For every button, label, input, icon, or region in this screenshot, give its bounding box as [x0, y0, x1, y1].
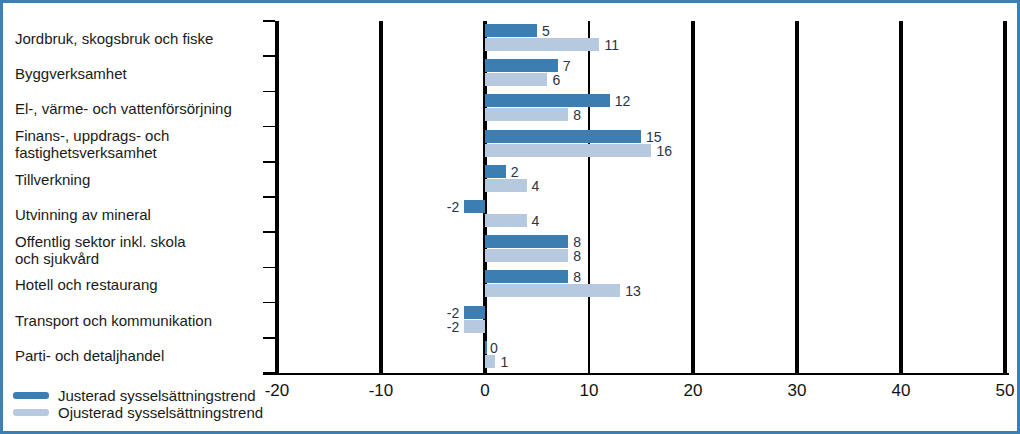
category-label: Parti- och detaljhandel — [15, 338, 260, 373]
legend-item-ojusterad: Ojusterad sysselsättningstrend — [13, 404, 263, 421]
axis-tick — [263, 161, 275, 163]
bar — [464, 306, 485, 319]
bar — [485, 108, 568, 121]
bar-value-label: 2 — [511, 165, 519, 179]
bar-value-label: 12 — [615, 94, 631, 108]
category-label: Finans-, uppdrags- ochfastighetsverksamh… — [15, 127, 260, 162]
bar-value-label: -2 — [414, 306, 459, 320]
x-axis-tick-label: -10 — [351, 381, 411, 401]
bar — [485, 179, 527, 192]
bar — [485, 355, 495, 368]
legend-item-justerad: Justerad sysselsättningstrend — [13, 387, 263, 404]
bar — [485, 24, 537, 37]
bar — [485, 94, 610, 107]
bar-value-label: 8 — [573, 108, 581, 122]
bar-value-label: 4 — [532, 214, 540, 228]
gridline-20 — [691, 21, 695, 373]
category-label: Byggverksamhet — [15, 56, 260, 91]
category-label: Utvinning av mineral — [15, 197, 260, 232]
x-axis-tick-label: 50 — [975, 381, 1020, 401]
bar-value-label: 7 — [563, 59, 571, 73]
bar — [485, 284, 620, 297]
bar-value-label: 15 — [646, 130, 662, 144]
bar — [485, 144, 651, 157]
bar — [485, 130, 641, 143]
bar-value-label: 4 — [532, 179, 540, 193]
bar-value-label: -2 — [414, 200, 459, 214]
bar — [464, 200, 485, 213]
x-axis-tick-label: 20 — [663, 381, 723, 401]
category-label: Jordbruk, skogsbruk och fiske — [15, 21, 260, 56]
x-axis-tick-label: 40 — [871, 381, 931, 401]
axis-tick — [263, 267, 275, 269]
x-axis-tick-label: 0 — [455, 381, 515, 401]
bar — [485, 59, 558, 72]
bar — [485, 165, 506, 178]
bar — [464, 320, 485, 333]
gridline-50 — [1003, 21, 1007, 373]
x-axis-line — [263, 373, 1009, 375]
category-label: Hotell och restaurang — [15, 267, 260, 302]
bar-value-label: 8 — [573, 235, 581, 249]
axis-tick — [263, 337, 275, 339]
bar — [485, 270, 568, 283]
axis-tick — [263, 55, 275, 57]
bar — [485, 214, 527, 227]
gridline-40 — [899, 21, 903, 373]
bar-value-label: 6 — [552, 73, 560, 87]
chart-frame: -2 0 -10 0 10 20 30 40 50 Jordbruk, skogsbruk och… — [0, 0, 1020, 434]
legend-label-justerad: Justerad sysselsättningstrend — [58, 387, 256, 404]
axis-tick — [263, 231, 275, 233]
bar-value-label: -2 — [414, 320, 459, 334]
category-label: Tillverkning — [15, 162, 260, 197]
chart-legend: Justerad sysselsättningstrend Ojusterad … — [13, 387, 263, 421]
x-axis-tick-label: 10 — [559, 381, 619, 401]
legend-swatch-justerad — [13, 392, 49, 399]
legend-label-ojusterad: Ojusterad sysselsättningstrend — [58, 404, 263, 421]
bar-value-label: 0 — [490, 341, 498, 355]
gridline--20 — [275, 21, 279, 373]
bar — [485, 38, 599, 51]
axis-tick — [263, 126, 275, 128]
gridline-10 — [588, 21, 590, 373]
gridline--10 — [379, 21, 383, 373]
category-label: El-, värme- och vattenförsörjning — [15, 91, 260, 126]
axis-tick — [263, 91, 275, 93]
bar-value-label: 13 — [625, 284, 641, 298]
bar-value-label: 8 — [573, 249, 581, 263]
bar-value-label: 1 — [500, 355, 508, 369]
x-axis-tick-label: 30 — [767, 381, 827, 401]
bar — [485, 73, 547, 86]
legend-swatch-ojusterad — [13, 409, 49, 416]
bar-value-label: 5 — [542, 24, 550, 38]
bar — [485, 341, 487, 354]
bar-value-label: 8 — [573, 270, 581, 284]
category-label: Transport och kommunikation — [15, 303, 260, 338]
bar-value-label: 16 — [656, 144, 672, 158]
axis-tick — [263, 302, 275, 304]
chart-canvas: -2 0 -10 0 10 20 30 40 50 Jordbruk, skogsbruk och… — [3, 3, 1017, 431]
axis-tick — [263, 20, 275, 22]
bar — [485, 235, 568, 248]
bar — [485, 249, 568, 262]
category-label: Offentlig sektor inkl. skolaoch sjukvård — [15, 232, 260, 267]
axis-tick — [263, 196, 275, 198]
gridline-30 — [795, 21, 799, 373]
bar-value-label: 11 — [604, 38, 619, 52]
